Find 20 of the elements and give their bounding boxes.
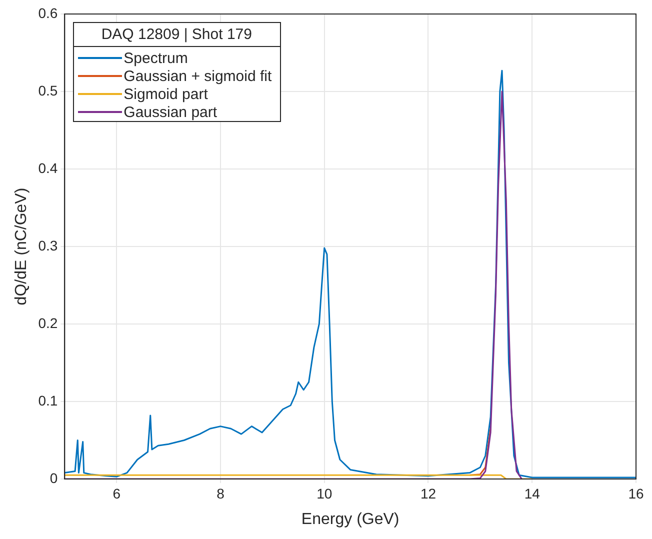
x-tick-label: 6	[112, 485, 121, 502]
legend-label: Spectrum	[124, 50, 188, 66]
y-tick-label: 0.3	[38, 237, 58, 254]
y-tick-label: 0.5	[38, 82, 58, 98]
y-tick-label: 0.4	[38, 160, 58, 176]
legend-title: DAQ 12809 | Shot 179	[100, 25, 253, 45]
y-tick-label: 0.6	[38, 4, 58, 21]
legend-label: Gaussian + sigmoid fit	[124, 68, 272, 84]
y-tick-label: 0	[50, 470, 58, 486]
x-tick-label: 12	[420, 485, 436, 502]
y-tick-label: 0.2	[38, 314, 58, 331]
legend-label: Sigmoid part	[124, 86, 208, 102]
legend-label: Gaussian part	[124, 104, 218, 120]
x-axis-title: Energy (GeV)	[301, 510, 400, 528]
x-tick-label: 14	[524, 485, 540, 502]
x-tick-label: 8	[216, 485, 225, 502]
y-tick-label: 0.1	[38, 392, 58, 408]
y-axis-title: dQ/dE (nC/GeV)	[13, 188, 30, 306]
x-tick-label: 16	[628, 485, 644, 502]
x-tick-label: 10	[316, 485, 332, 502]
